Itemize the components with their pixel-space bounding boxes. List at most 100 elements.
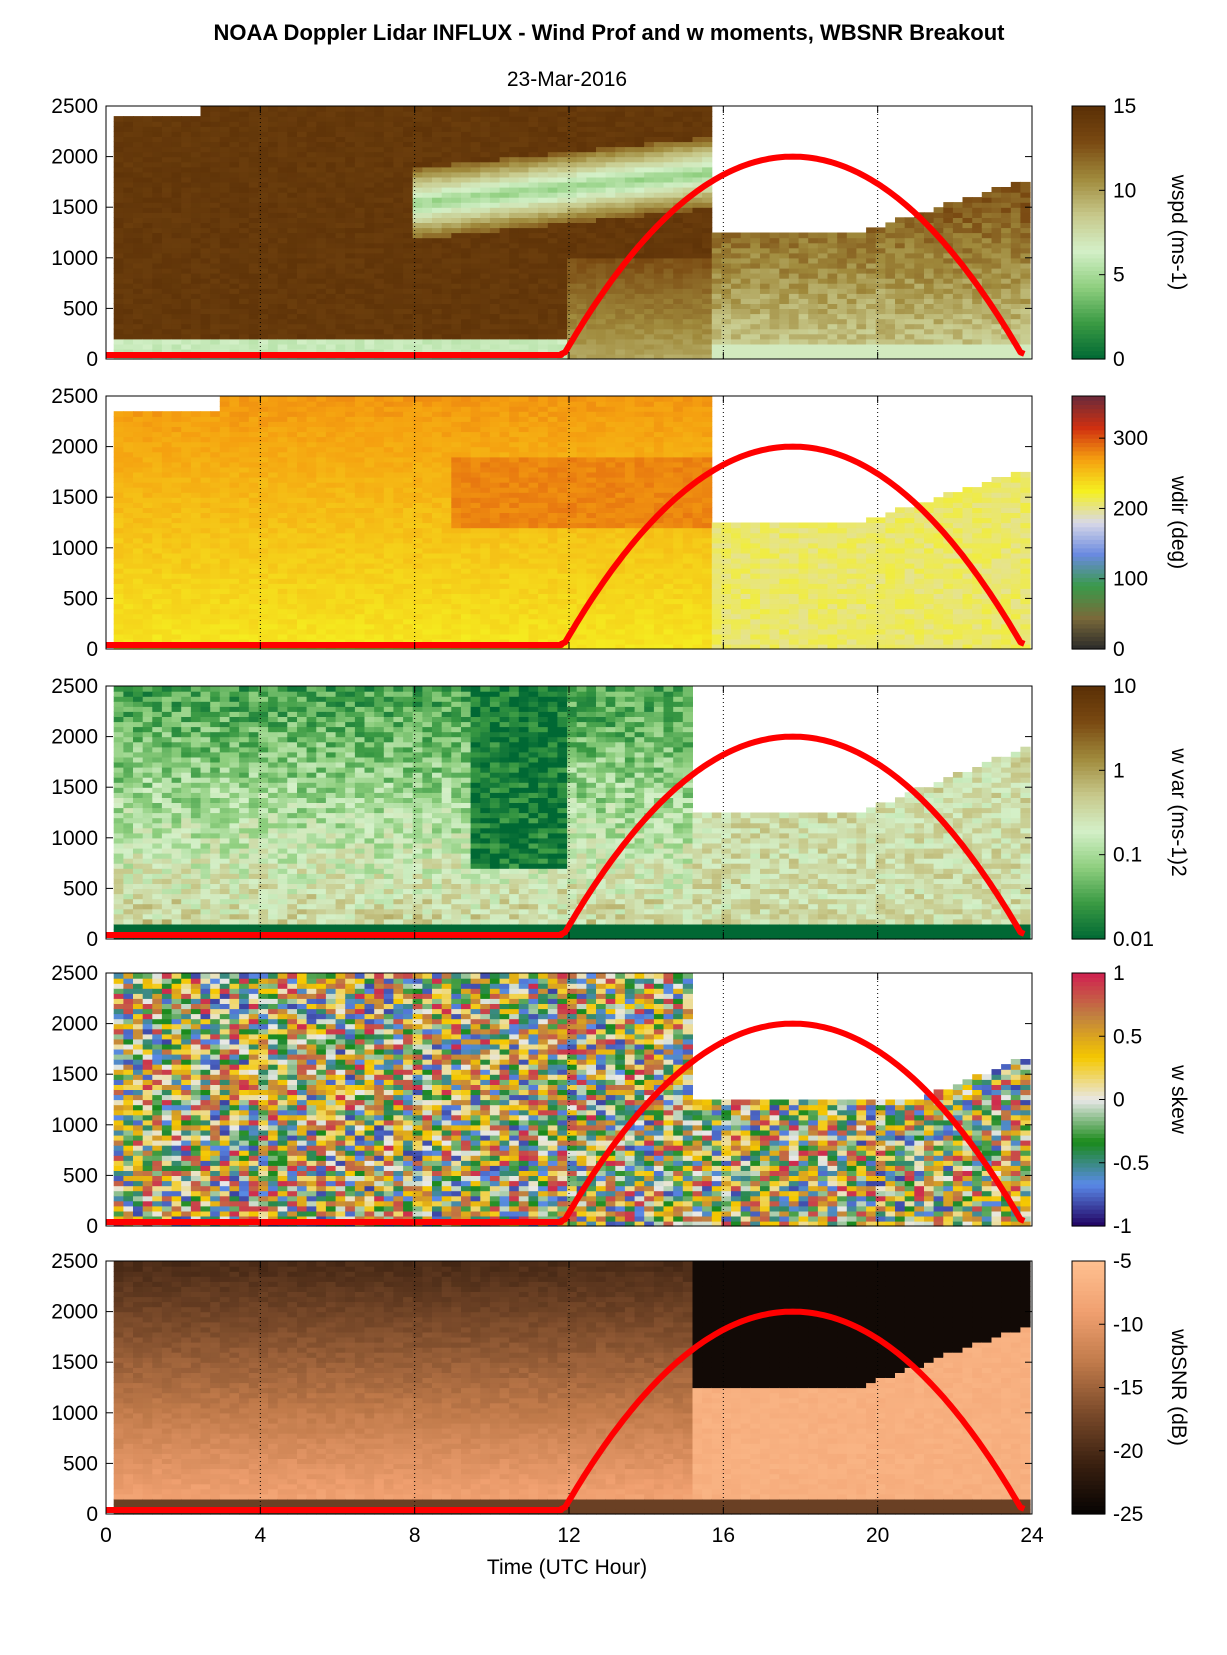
heatmap-cell xyxy=(644,247,655,254)
heatmap-cell xyxy=(576,262,587,269)
heatmap-cell xyxy=(354,313,366,320)
heatmap-cell xyxy=(914,328,925,335)
heatmap-cell xyxy=(152,618,163,625)
heatmap-cell xyxy=(1010,257,1021,264)
heatmap-cell xyxy=(181,613,192,620)
heatmap-cell xyxy=(335,207,346,213)
heatmap-cell xyxy=(287,192,298,198)
heatmap-cell xyxy=(586,166,597,173)
heatmap-cell xyxy=(142,603,153,610)
heatmap-cell xyxy=(663,273,674,279)
heatmap-cell xyxy=(354,217,366,223)
heatmap-cell xyxy=(663,348,674,355)
heatmap-cell xyxy=(895,303,906,309)
heatmap-cell xyxy=(316,343,327,350)
heatmap-cell xyxy=(113,426,124,433)
heatmap-cell xyxy=(133,603,144,610)
heatmap-cell xyxy=(721,262,732,269)
heatmap-cell xyxy=(624,343,636,350)
heatmap-cell xyxy=(682,308,693,315)
heatmap-cell xyxy=(219,618,230,625)
heatmap-cell xyxy=(210,557,221,564)
heatmap-cell xyxy=(181,466,192,473)
heatmap-cell xyxy=(239,288,250,294)
heatmap-cell xyxy=(113,227,124,234)
colorbar-segment xyxy=(1072,278,1105,284)
heatmap-cell xyxy=(133,202,144,208)
heatmap-cell xyxy=(190,161,202,168)
heatmap-cell xyxy=(123,116,134,122)
heatmap-cell xyxy=(682,111,693,117)
heatmap-cell xyxy=(248,116,259,122)
heatmap-cell xyxy=(374,161,385,168)
heatmap-cell xyxy=(393,111,404,117)
heatmap-cell xyxy=(692,141,703,148)
heatmap-cell xyxy=(1001,247,1012,254)
heatmap-cell xyxy=(113,537,124,544)
heatmap-cell xyxy=(200,288,211,294)
heatmap-cell xyxy=(788,288,800,294)
heatmap-cell xyxy=(316,192,327,198)
heatmap-cell xyxy=(547,348,558,355)
heatmap-cell xyxy=(113,202,124,208)
heatmap-cell xyxy=(817,257,829,264)
heatmap-cell xyxy=(229,492,240,498)
heatmap-cell xyxy=(210,588,221,594)
heatmap-cell xyxy=(673,247,684,254)
heatmap-cell xyxy=(345,227,356,234)
heatmap-cell xyxy=(461,318,472,325)
heatmap-cell xyxy=(200,207,211,213)
heatmap-cell xyxy=(171,303,182,309)
heatmap-cell xyxy=(268,293,279,299)
heatmap-cell xyxy=(509,161,520,168)
heatmap-cell xyxy=(1010,252,1021,259)
heatmap-cell xyxy=(364,166,375,173)
heatmap-cell xyxy=(972,313,983,320)
heatmap-cell xyxy=(277,542,288,549)
heatmap-cell xyxy=(268,477,279,483)
heatmap-cell xyxy=(297,303,308,309)
heatmap-cell xyxy=(229,273,240,279)
heatmap-cell xyxy=(557,247,568,254)
heatmap-cell xyxy=(702,146,713,153)
heatmap-cell xyxy=(972,197,983,203)
heatmap-cell xyxy=(711,308,722,315)
heatmap-cell xyxy=(470,262,481,269)
heatmap-cell xyxy=(152,547,163,554)
heatmap-cell xyxy=(239,348,250,355)
colorbar-segment xyxy=(1072,190,1105,196)
heatmap-cell xyxy=(123,628,134,635)
heatmap-cell xyxy=(113,628,124,635)
heatmap-cell xyxy=(383,323,394,330)
heatmap-cell xyxy=(258,197,269,203)
heatmap-cell xyxy=(219,267,230,274)
heatmap-cell xyxy=(268,588,279,594)
heatmap-cell xyxy=(248,257,259,264)
heatmap-cell xyxy=(152,426,163,433)
heatmap-cell xyxy=(248,181,259,188)
heatmap-cell xyxy=(605,151,616,158)
heatmap-cell xyxy=(123,146,134,153)
heatmap-cell xyxy=(866,318,877,325)
colorbar-tick-label: 0 xyxy=(1113,348,1125,371)
heatmap-cell xyxy=(268,507,279,513)
heatmap-cell xyxy=(875,298,886,304)
heatmap-cell xyxy=(152,436,163,443)
heatmap-cell xyxy=(325,192,337,198)
heatmap-cell xyxy=(287,227,298,234)
heatmap-cell xyxy=(567,288,578,294)
heatmap-cell xyxy=(692,262,703,269)
heatmap-cell xyxy=(229,431,240,438)
heatmap-cell xyxy=(750,273,761,279)
heatmap-cell xyxy=(133,532,144,539)
heatmap-cell xyxy=(461,303,472,309)
heatmap-cell xyxy=(432,192,443,198)
heatmap-cell xyxy=(374,121,385,127)
heatmap-cell xyxy=(239,522,250,529)
heatmap-cell xyxy=(827,232,838,239)
heatmap-cell xyxy=(470,187,481,193)
heatmap-cell xyxy=(374,111,385,117)
heatmap-cell xyxy=(924,298,935,304)
heatmap-cell xyxy=(924,242,935,249)
heatmap-cell xyxy=(682,343,693,350)
